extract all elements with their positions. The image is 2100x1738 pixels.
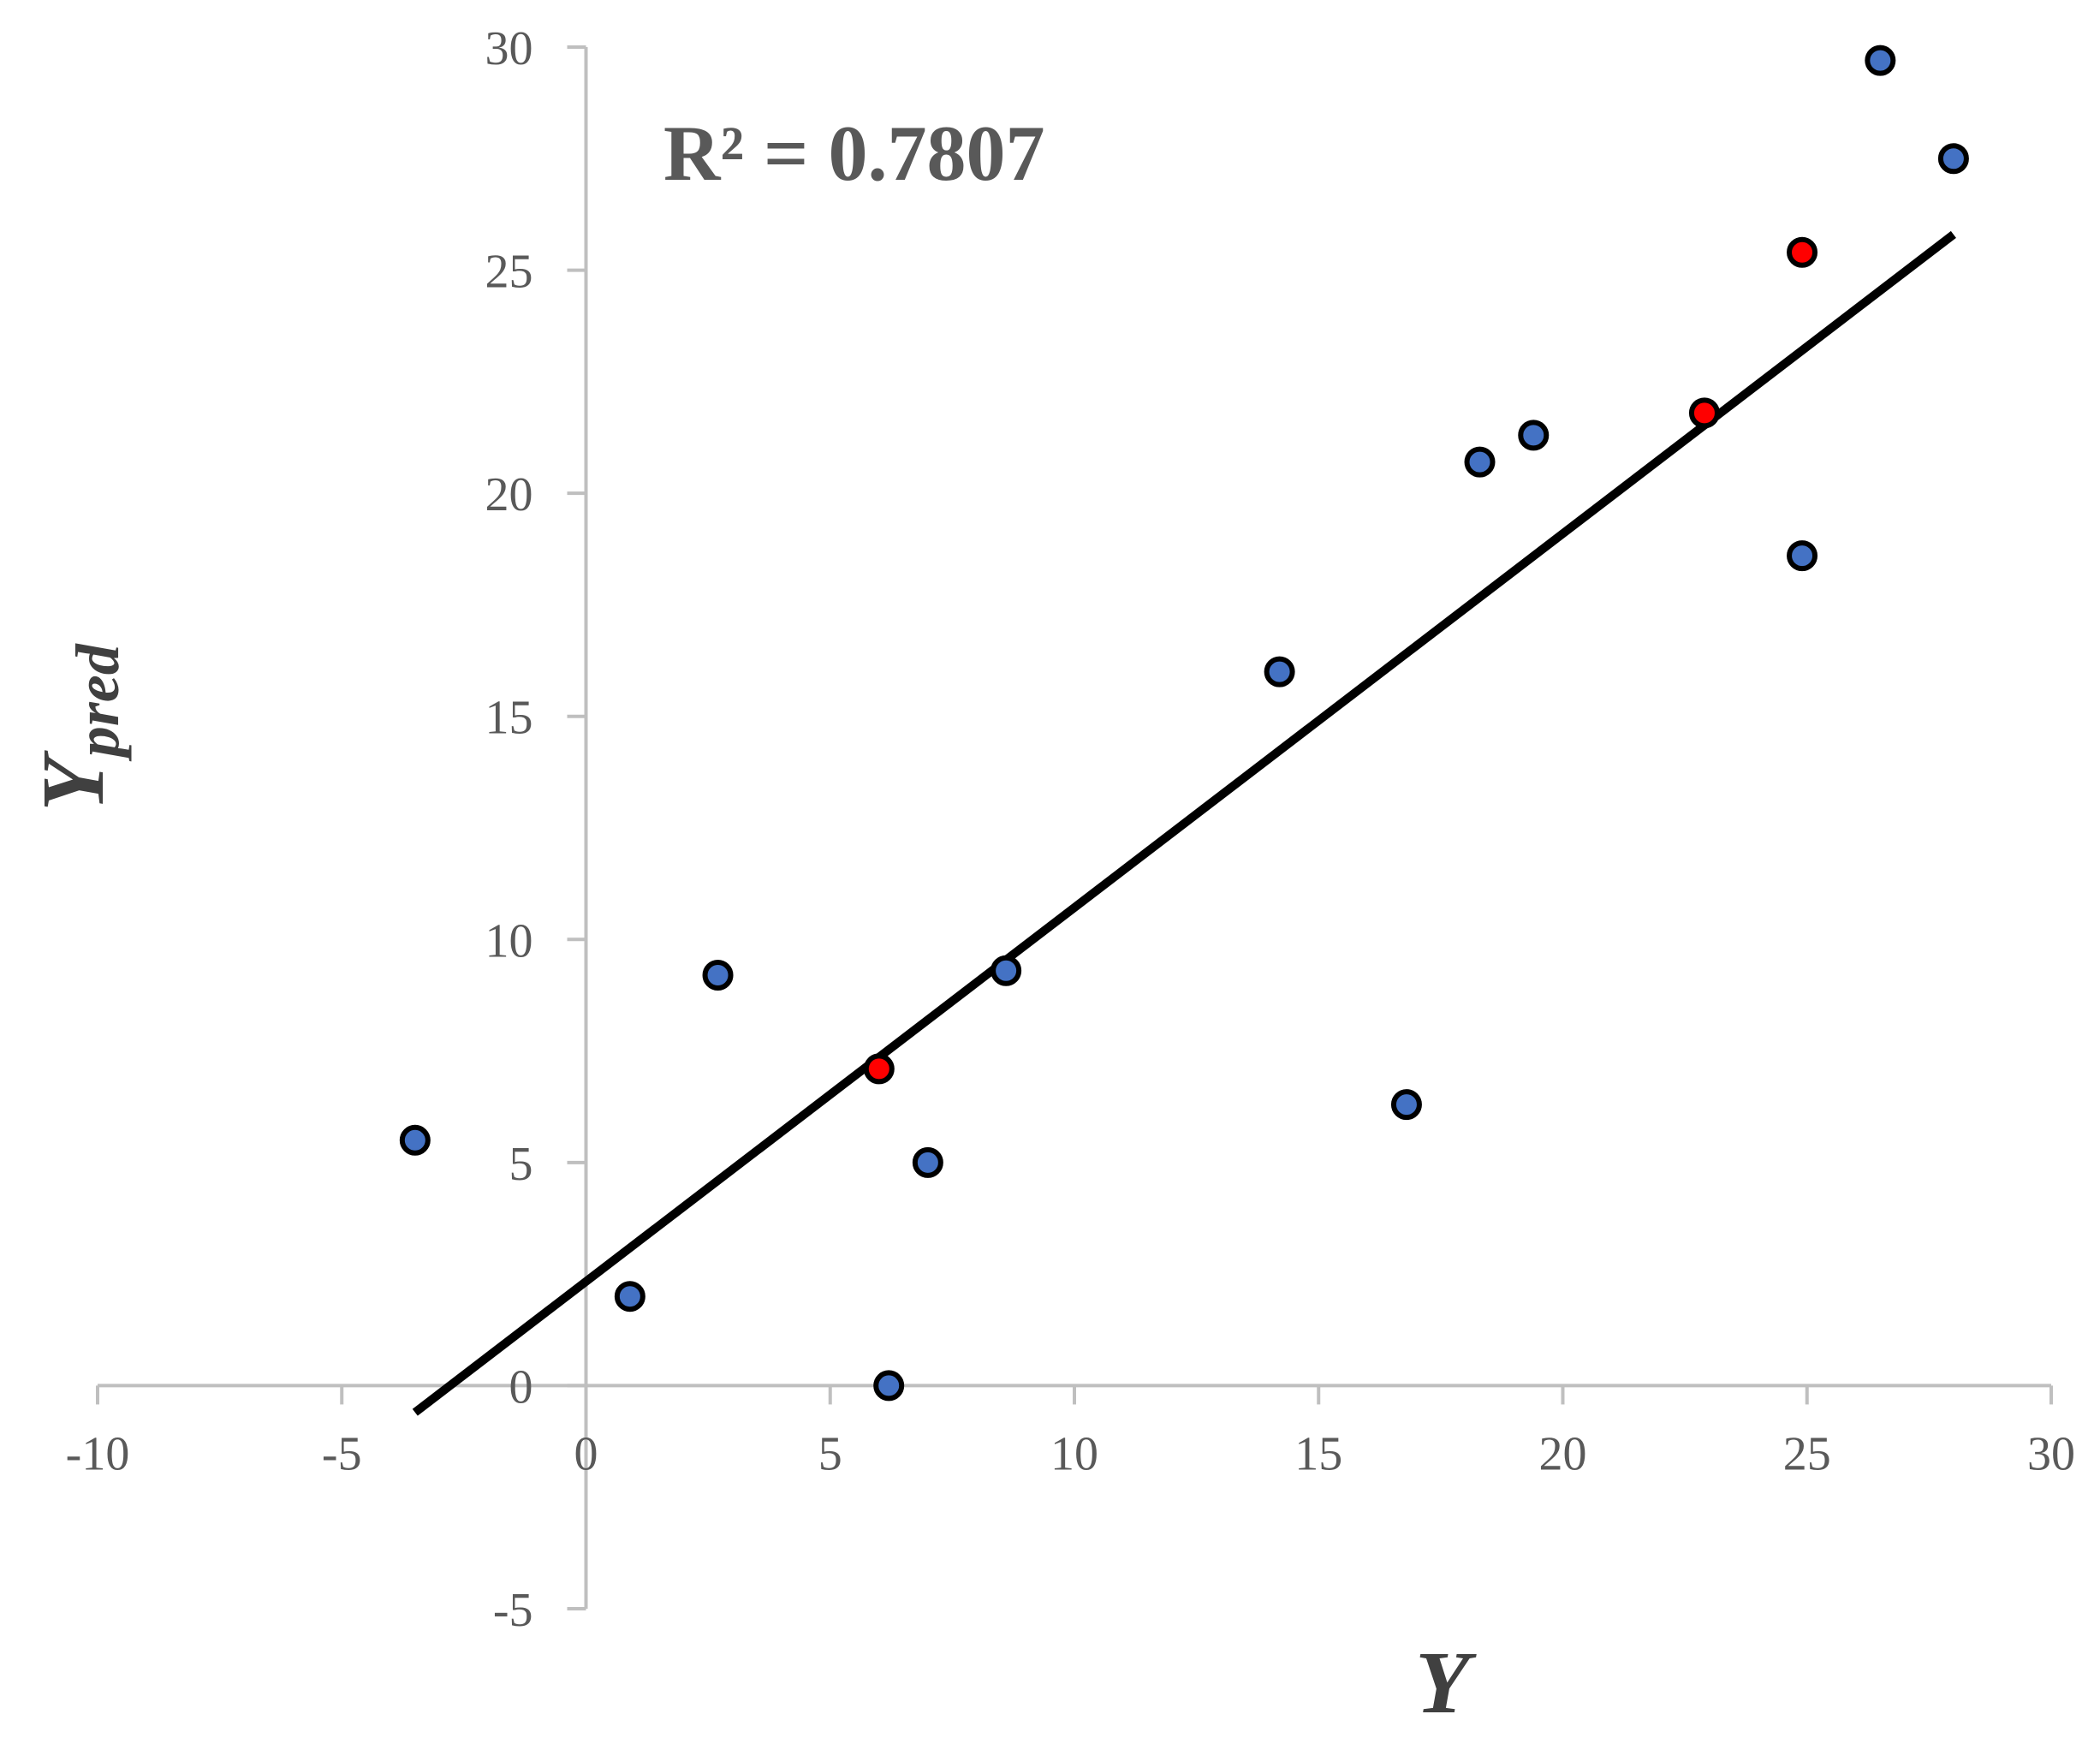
data-point-red bbox=[1688, 397, 1720, 429]
axes bbox=[96, 45, 2053, 1610]
x-tick-label: -10 bbox=[66, 1427, 130, 1480]
data-point-red bbox=[1787, 236, 1818, 268]
data-point-blue bbox=[1787, 540, 1818, 572]
y-tick-label: 10 bbox=[485, 914, 533, 967]
y-axis-title-main: Y bbox=[24, 750, 122, 812]
x-tick-label: -5 bbox=[322, 1427, 362, 1480]
tick-labels: -10 -5 0 5 10 15 20 25 30 -5 0 5 10 15 20 25 30 bbox=[66, 22, 2075, 1637]
data-point-blue bbox=[873, 1370, 905, 1402]
trendline bbox=[412, 230, 1956, 1416]
y-tick-label: 5 bbox=[509, 1138, 533, 1191]
y-tick-label: 20 bbox=[485, 468, 533, 521]
data-point-blue bbox=[1464, 446, 1496, 478]
y-axis-title-subscript: pred bbox=[63, 643, 132, 762]
y-axis-title: Ypred bbox=[24, 643, 132, 812]
x-axis-title: Y bbox=[1415, 1634, 1477, 1732]
y-tick-label: 30 bbox=[485, 22, 533, 75]
x-tick-label: 15 bbox=[1294, 1427, 1342, 1480]
data-point-blue bbox=[1865, 45, 1896, 76]
x-tick-label: 5 bbox=[818, 1427, 842, 1480]
data-point-blue bbox=[1264, 656, 1295, 687]
r-squared-annotation: R² = 0.7807 bbox=[663, 110, 1044, 197]
data-point-blue bbox=[1390, 1089, 1422, 1121]
x-tick-label: 30 bbox=[2027, 1427, 2075, 1480]
data-point-blue bbox=[399, 1124, 431, 1156]
x-tick-label: 20 bbox=[1539, 1427, 1587, 1480]
data-point-blue bbox=[702, 959, 734, 991]
trendline-group bbox=[412, 230, 1956, 1416]
svg-text:Ypred: Ypred bbox=[24, 643, 132, 812]
data-point-blue bbox=[1518, 420, 1550, 451]
y-tick-label: 25 bbox=[485, 246, 533, 299]
data-point-blue bbox=[614, 1281, 645, 1312]
x-tick-label: 0 bbox=[574, 1427, 598, 1480]
y-tick-label: -5 bbox=[493, 1584, 533, 1637]
x-tick-label: 25 bbox=[1783, 1427, 1831, 1480]
data-points bbox=[399, 45, 1969, 1402]
data-point-blue bbox=[991, 955, 1022, 986]
x-tick-label: 10 bbox=[1050, 1427, 1098, 1480]
y-tick-label: 0 bbox=[509, 1360, 533, 1414]
data-point-blue bbox=[1937, 143, 1969, 175]
data-point-blue bbox=[912, 1146, 943, 1178]
y-tick-label: 15 bbox=[485, 692, 533, 745]
data-point-red bbox=[863, 1053, 895, 1085]
